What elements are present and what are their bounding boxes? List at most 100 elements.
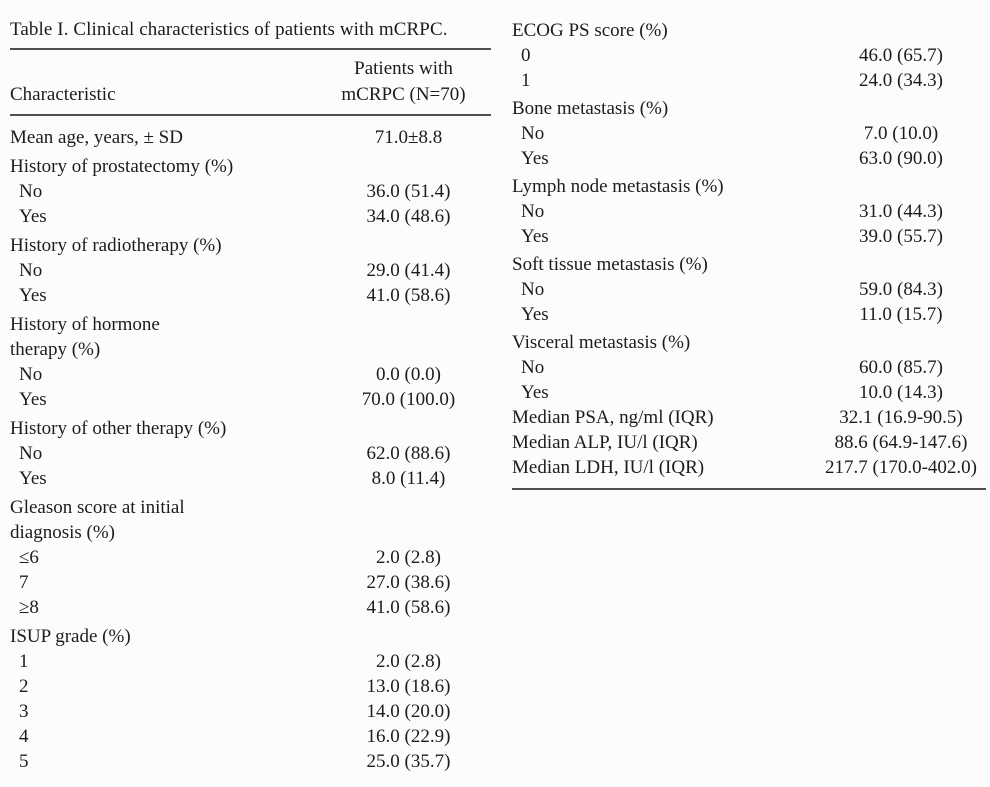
- row-label: No: [521, 278, 545, 300]
- table-row: Median LDH, IU/l (IQR) 217.7 (170.0-402.0…: [512, 455, 986, 480]
- table-row: 4 16.0 (22.9): [10, 724, 491, 749]
- table-row: Yes 34.0 (48.6): [10, 204, 491, 229]
- row-label: 3: [19, 700, 29, 722]
- row-label: No: [521, 356, 545, 378]
- row-value: 16.0 (22.9): [366, 725, 451, 747]
- table-row: 7 27.0 (38.6): [10, 570, 491, 595]
- row-label: Visceral metastasis (%): [512, 331, 691, 353]
- row-value: 70.0 (100.0): [361, 388, 456, 410]
- row-value: 60.0 (85.7): [859, 356, 943, 378]
- row-value: 39.0 (55.7): [859, 225, 943, 247]
- row-value: 13.0 (18.6): [366, 675, 451, 697]
- table-row: No 60.0 (85.7): [512, 355, 986, 380]
- column-header-patients-line1: Patients with: [354, 58, 453, 79]
- row-label: Yes: [521, 147, 549, 169]
- row-label: Soft tissue metastasis (%): [512, 253, 708, 275]
- table-row: 2 13.0 (18.6): [10, 674, 491, 699]
- row-label: Median LDH, IU/l (IQR): [512, 456, 705, 478]
- row-label: Yes: [19, 467, 47, 489]
- column-header-patients-line2: mCRPC (N=70): [341, 84, 466, 105]
- table-row: Yes 63.0 (90.0): [512, 146, 986, 171]
- table-row: Median ALP, IU/l (IQR) 88.6 (64.9-147.6): [512, 430, 986, 455]
- row-label: Yes: [19, 205, 47, 227]
- row-value: 41.0 (58.6): [366, 284, 451, 306]
- table-row: ECOG PS score (%): [512, 18, 986, 43]
- row-label: 4: [19, 725, 29, 747]
- row-value: 27.0 (38.6): [366, 571, 451, 593]
- row-label: No: [521, 200, 545, 222]
- row-label: 5: [19, 750, 29, 772]
- row-value: 88.6 (64.9-147.6): [834, 431, 968, 453]
- table-row: Visceral metastasis (%): [512, 330, 986, 355]
- row-label: Mean age, years, ± SD: [10, 126, 183, 148]
- table-row: Yes 70.0 (100.0): [10, 387, 491, 412]
- table-row: Yes 41.0 (58.6): [10, 283, 491, 308]
- row-value: 59.0 (84.3): [859, 278, 943, 300]
- row-label: History of radiotherapy (%): [10, 234, 222, 256]
- row-label: No: [19, 363, 43, 385]
- table-row: 1 2.0 (2.8): [10, 649, 491, 674]
- row-label: Yes: [521, 381, 549, 403]
- row-value: 11.0 (15.7): [859, 303, 943, 325]
- row-value: 46.0 (65.7): [859, 44, 943, 66]
- table-row: Yes 10.0 (14.3): [512, 380, 986, 405]
- row-value: 217.7 (170.0-402.0): [825, 456, 977, 478]
- row-label: History of hormone: [10, 313, 160, 335]
- row-value: 8.0 (11.4): [371, 467, 446, 489]
- row-value: 63.0 (90.0): [859, 147, 943, 169]
- row-value: 0.0 (0.0): [376, 363, 441, 385]
- row-label: Yes: [521, 225, 549, 247]
- table-left-column: Table I. Clinical characteristics of pat…: [10, 18, 491, 774]
- row-label: Median ALP, IU/l (IQR): [512, 431, 698, 453]
- row-label: No: [19, 180, 43, 202]
- table-row: Lymph node metastasis (%): [512, 174, 986, 199]
- table-header-row: Characteristic Patients with mCRPC (N=70…: [10, 50, 491, 108]
- row-label: 1: [521, 69, 531, 91]
- row-label: ISUP grade (%): [10, 625, 131, 647]
- table-row: Median PSA, ng/ml (IQR) 32.1 (16.9-90.5): [512, 405, 986, 430]
- row-value: 71.0±8.8: [374, 126, 443, 148]
- row-label: 0: [521, 44, 531, 66]
- table-top-rule: [10, 48, 491, 50]
- row-value: 7.0 (10.0): [863, 122, 939, 144]
- row-label: ≤6: [19, 546, 39, 568]
- row-value: 41.0 (58.6): [366, 596, 451, 618]
- table-row: No 31.0 (44.3): [512, 199, 986, 224]
- row-value: 10.0 (14.3): [859, 381, 943, 403]
- table-row: therapy (%): [10, 337, 491, 362]
- table-row: 5 25.0 (35.7): [10, 749, 491, 774]
- table-right-column: ECOG PS score (%) 0 46.0 (65.7) 1 24.0 (34.3…: [512, 18, 986, 490]
- row-value: 2.0 (2.8): [376, 650, 441, 672]
- table-title: Table I. Clinical characteristics of pat…: [10, 19, 448, 40]
- row-label: Yes: [19, 388, 47, 410]
- row-label: ECOG PS score (%): [512, 19, 668, 41]
- row-value: 31.0 (44.3): [859, 200, 943, 222]
- row-label: 1: [19, 650, 29, 672]
- table-body-left: Mean age, years, ± SD 71.0±8.8 History of …: [10, 116, 491, 774]
- column-header-characteristic: Characteristic: [10, 84, 116, 105]
- row-label: Median PSA, ng/ml (IQR): [512, 406, 714, 428]
- table-row: History of hormone: [10, 312, 491, 337]
- row-value: 62.0 (88.6): [366, 442, 451, 464]
- table-row: ≥8 41.0 (58.6): [10, 595, 491, 620]
- row-label: Yes: [19, 284, 47, 306]
- table-body-right: ECOG PS score (%) 0 46.0 (65.7) 1 24.0 (34.3…: [512, 18, 986, 480]
- table-row: No 36.0 (51.4): [10, 179, 491, 204]
- row-label: No: [19, 442, 43, 464]
- row-value: 24.0 (34.3): [859, 69, 943, 91]
- row-label: History of other therapy (%): [10, 417, 227, 439]
- row-label: No: [19, 259, 43, 281]
- row-value: 14.0 (20.0): [366, 700, 451, 722]
- table-row: Soft tissue metastasis (%): [512, 252, 986, 277]
- table-row: 3 14.0 (20.0): [10, 699, 491, 724]
- table-row: diagnosis (%): [10, 520, 491, 545]
- column-header-patients: Patients with mCRPC (N=70): [316, 56, 491, 108]
- row-label: ≥8: [19, 596, 39, 618]
- table-row: Gleason score at initial: [10, 495, 491, 520]
- table-row: No 59.0 (84.3): [512, 277, 986, 302]
- table-row: History of other therapy (%): [10, 416, 491, 441]
- row-label: 7: [19, 571, 29, 593]
- table-row: 0 46.0 (65.7): [512, 43, 986, 68]
- table-row: Yes 39.0 (55.7): [512, 224, 986, 249]
